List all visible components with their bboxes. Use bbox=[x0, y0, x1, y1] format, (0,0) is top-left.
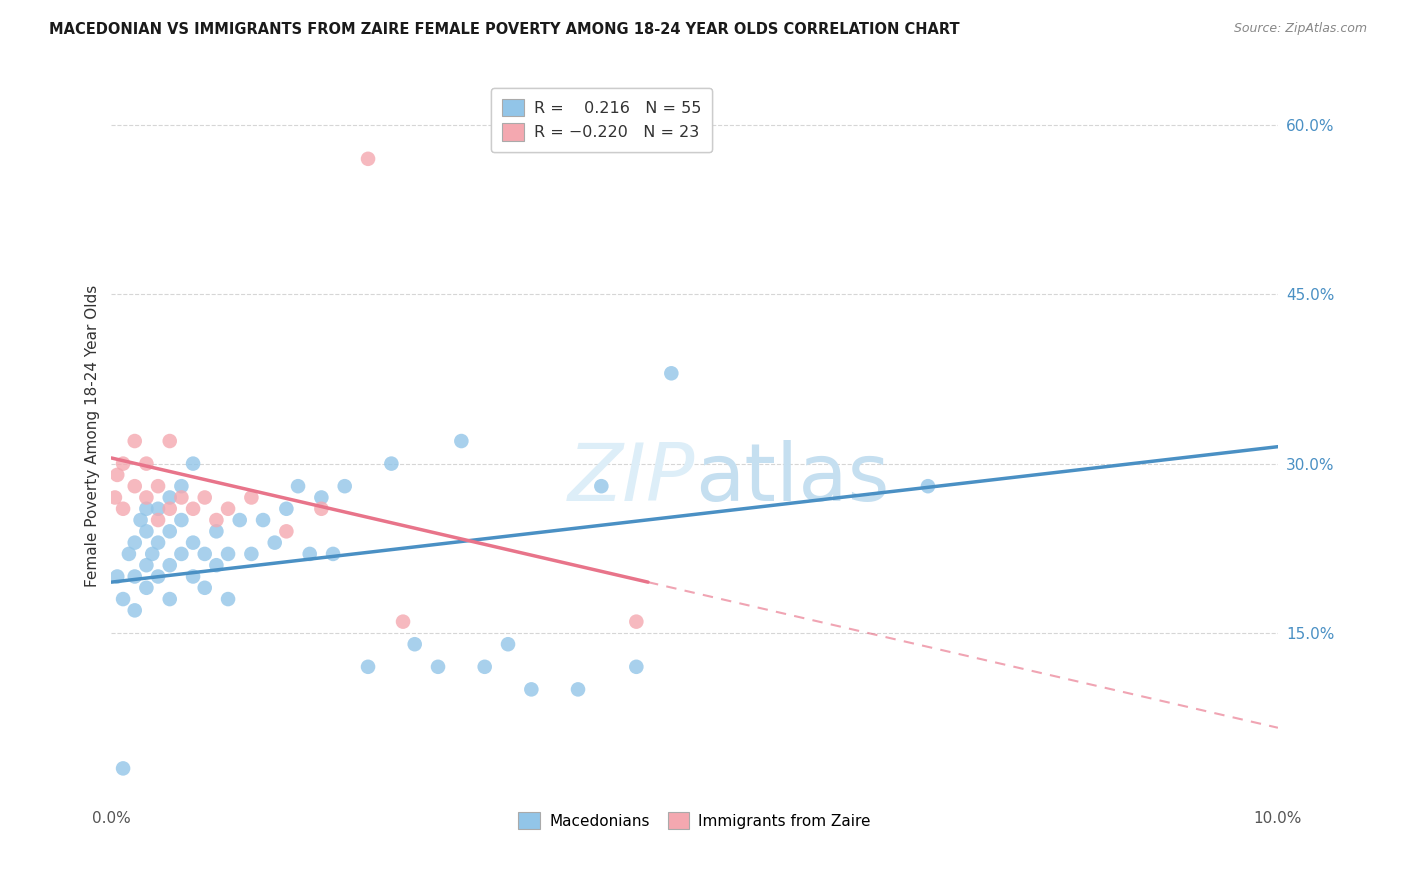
Point bbox=[124, 569, 146, 583]
Point bbox=[626, 660, 648, 674]
Point bbox=[135, 558, 157, 573]
Point bbox=[118, 547, 141, 561]
Point bbox=[380, 457, 402, 471]
Point bbox=[333, 479, 356, 493]
Point bbox=[194, 581, 217, 595]
Point bbox=[170, 547, 193, 561]
Point bbox=[263, 535, 285, 549]
Point bbox=[496, 637, 519, 651]
Point bbox=[276, 501, 298, 516]
Point bbox=[135, 501, 157, 516]
Point bbox=[135, 581, 157, 595]
Text: MACEDONIAN VS IMMIGRANTS FROM ZAIRE FEMALE POVERTY AMONG 18-24 YEAR OLDS CORRELA: MACEDONIAN VS IMMIGRANTS FROM ZAIRE FEMA… bbox=[49, 22, 960, 37]
Point bbox=[159, 434, 181, 448]
Point bbox=[626, 615, 648, 629]
Point bbox=[194, 491, 217, 505]
Point bbox=[659, 367, 682, 381]
Point bbox=[298, 547, 321, 561]
Point bbox=[240, 547, 263, 561]
Point bbox=[205, 513, 228, 527]
Point bbox=[591, 479, 613, 493]
Point bbox=[181, 501, 204, 516]
Point bbox=[159, 524, 181, 539]
Point bbox=[146, 569, 169, 583]
Point bbox=[141, 547, 163, 561]
Point bbox=[404, 637, 426, 651]
Point bbox=[112, 761, 135, 775]
Point bbox=[474, 660, 496, 674]
Point bbox=[124, 535, 146, 549]
Point bbox=[194, 547, 217, 561]
Point bbox=[567, 682, 589, 697]
Point bbox=[205, 558, 228, 573]
Point bbox=[135, 491, 157, 505]
Point bbox=[105, 467, 128, 482]
Point bbox=[311, 501, 333, 516]
Point bbox=[252, 513, 274, 527]
Point bbox=[146, 513, 169, 527]
Point bbox=[357, 660, 380, 674]
Point bbox=[450, 434, 472, 448]
Point bbox=[217, 547, 239, 561]
Point bbox=[135, 457, 157, 471]
Point bbox=[135, 524, 157, 539]
Point bbox=[170, 479, 193, 493]
Point bbox=[159, 491, 181, 505]
Point bbox=[392, 615, 415, 629]
Point bbox=[520, 682, 543, 697]
Text: ZIP: ZIP bbox=[567, 441, 695, 518]
Legend: Macedonians, Immigrants from Zaire: Macedonians, Immigrants from Zaire bbox=[512, 806, 877, 835]
Point bbox=[104, 491, 127, 505]
Point bbox=[146, 479, 169, 493]
Point bbox=[181, 569, 204, 583]
Point bbox=[170, 513, 193, 527]
Point bbox=[124, 434, 146, 448]
Point bbox=[229, 513, 252, 527]
Point bbox=[217, 501, 239, 516]
Point bbox=[112, 592, 135, 607]
Point bbox=[146, 535, 169, 549]
Point bbox=[146, 501, 169, 516]
Point bbox=[357, 152, 380, 166]
Point bbox=[129, 513, 152, 527]
Point bbox=[287, 479, 309, 493]
Point bbox=[181, 535, 204, 549]
Point bbox=[159, 558, 181, 573]
Point bbox=[427, 660, 450, 674]
Text: atlas: atlas bbox=[695, 441, 889, 518]
Point bbox=[276, 524, 298, 539]
Point bbox=[112, 501, 135, 516]
Point bbox=[322, 547, 344, 561]
Point bbox=[240, 491, 263, 505]
Point bbox=[105, 569, 128, 583]
Point bbox=[159, 501, 181, 516]
Point bbox=[311, 491, 333, 505]
Point bbox=[170, 491, 193, 505]
Point bbox=[205, 524, 228, 539]
Y-axis label: Female Poverty Among 18-24 Year Olds: Female Poverty Among 18-24 Year Olds bbox=[86, 285, 100, 587]
Point bbox=[159, 592, 181, 607]
Text: Source: ZipAtlas.com: Source: ZipAtlas.com bbox=[1233, 22, 1367, 36]
Point bbox=[124, 603, 146, 617]
Point bbox=[124, 479, 146, 493]
Point bbox=[917, 479, 939, 493]
Point bbox=[181, 457, 204, 471]
Point bbox=[217, 592, 239, 607]
Point bbox=[112, 457, 135, 471]
